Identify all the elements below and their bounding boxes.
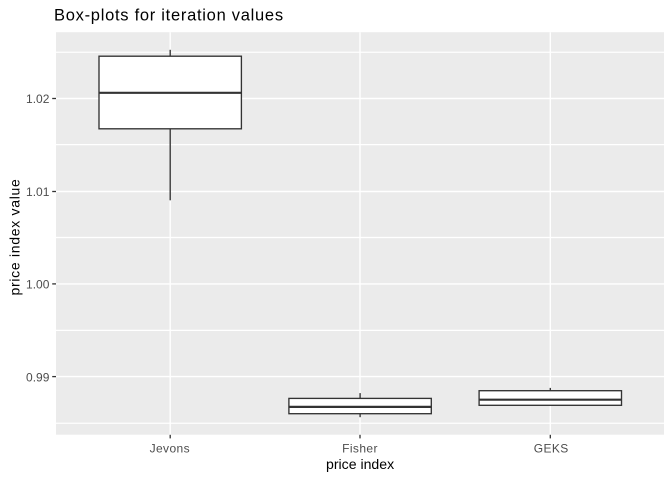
svg-text:1.00: 1.00 [26,278,50,292]
svg-text:0.99: 0.99 [26,370,50,384]
svg-text:1.01: 1.01 [26,185,50,199]
svg-text:1.02: 1.02 [26,92,50,106]
svg-text:price index: price index [326,456,394,472]
svg-text:GEKS: GEKS [534,441,569,455]
svg-text:Fisher: Fisher [342,441,378,455]
svg-text:Jevons: Jevons [150,441,190,455]
svg-text:Box-plots for iteration values: Box-plots for iteration values [54,7,284,25]
svg-text:price index value: price index value [7,179,23,296]
